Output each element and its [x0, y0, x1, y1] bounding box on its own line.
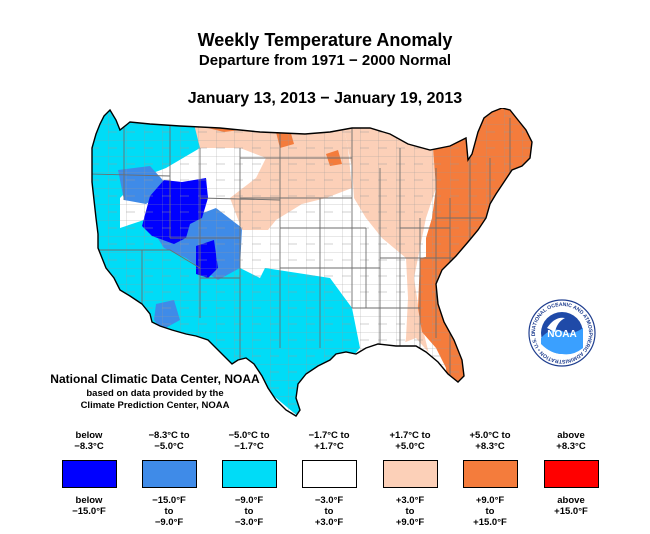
legend-celsius-text: +1.7°C to: [389, 430, 431, 441]
map-title: Weekly Temperature Anomaly: [197, 30, 453, 50]
legend-fahrenheit-range: −3.0°F to +3.0°F: [284, 495, 374, 528]
legend-swatch: [462, 460, 518, 488]
legend-item: below −8.3°C below −15.0°F: [44, 430, 134, 517]
legend-fahrenheit-text: +3.0°F: [395, 495, 425, 506]
legend-item: +5.0°C to +8.3°C +9.0°F to +15.0°F: [445, 430, 535, 528]
legend-celsius-range: −5.0°C to −1.7°C: [204, 430, 294, 456]
legend-celsius-text: −5.0°C: [154, 441, 184, 452]
legend-celsius-text: −5.0°C to: [228, 430, 270, 441]
legend-celsius-text: +1.7°C: [314, 441, 344, 452]
legend-fahrenheit-text: −15.0°F: [72, 506, 106, 517]
legend-celsius-range: above +8.3°C: [526, 430, 616, 456]
legend-fahrenheit-text: −3.0°F: [234, 517, 264, 528]
legend-swatch: [543, 460, 599, 488]
legend-celsius-text: +8.3°C: [475, 441, 505, 452]
legend-fahrenheit-text: +9.0°F: [475, 495, 505, 506]
legend-item: +1.7°C to +5.0°C +3.0°F to +9.0°F: [365, 430, 455, 528]
legend-fahrenheit-text: to: [244, 506, 254, 517]
date-range: January 13, 2013 − January 19, 2013: [187, 90, 463, 107]
legend-item: above +8.3°C above +15.0°F: [526, 430, 616, 517]
legend-fahrenheit-range: +9.0°F to +15.0°F: [445, 495, 535, 528]
legend-celsius-text: above: [557, 430, 585, 441]
legend-celsius-text: +5.0°C to: [469, 430, 511, 441]
credit-line-3: Climate Prediction Center, NOAA: [80, 400, 230, 411]
legend-fahrenheit-text: above: [557, 495, 585, 506]
legend-swatch: [301, 460, 357, 488]
legend-item: −8.3°C to −5.0°C −15.0°F to −9.0°F: [124, 430, 214, 528]
legend-item: −1.7°C to +1.7°C −3.0°F to +3.0°F: [284, 430, 374, 528]
legend-swatch: [61, 460, 117, 488]
legend-fahrenheit-range: below −15.0°F: [44, 495, 134, 517]
legend-fahrenheit-text: −9.0°F: [234, 495, 264, 506]
legend-fahrenheit-text: +3.0°F: [314, 517, 344, 528]
credit-block: National Climatic Data Center, NOAA base…: [40, 372, 270, 411]
legend-fahrenheit-text: −15.0°F: [152, 495, 186, 506]
region-south-carolina-georgia: [454, 288, 484, 320]
us-anomaly-map: [91, 108, 533, 417]
legend-celsius-text: below: [75, 430, 103, 441]
legend-swatch: [382, 460, 438, 488]
legend-fahrenheit-text: to: [485, 506, 495, 517]
legend-swatch: [141, 460, 197, 488]
legend-celsius-range: +5.0°C to +8.3°C: [445, 430, 535, 456]
legend-item: −5.0°C to −1.7°C −9.0°F to −3.0°F: [204, 430, 294, 528]
legend-celsius-text: +8.3°C: [556, 441, 586, 452]
logo-name: NOAA: [547, 329, 576, 340]
legend-fahrenheit-text: +9.0°F: [395, 517, 425, 528]
legend-fahrenheit-text: to: [405, 506, 415, 517]
noaa-logo: NATIONAL OCEANIC AND ATMOSPHERIC ADMINIS…: [527, 298, 596, 367]
legend-fahrenheit-text: to: [164, 506, 174, 517]
legend-celsius-text: −8.3°C to: [148, 430, 190, 441]
legend-fahrenheit-text: −3.0°F: [314, 495, 344, 506]
legend-fahrenheit-text: below: [75, 495, 103, 506]
legend-fahrenheit-range: above +15.0°F: [526, 495, 616, 517]
legend-fahrenheit-text: +15.0°F: [554, 506, 588, 517]
legend-celsius-text: +5.0°C: [395, 441, 425, 452]
legend-fahrenheit-text: −9.0°F: [154, 517, 184, 528]
legend-fahrenheit-text: +15.0°F: [473, 517, 507, 528]
legend-celsius-text: −8.3°C: [74, 441, 104, 452]
map-subtitle: Departure from 1971 − 2000 Normal: [198, 52, 452, 69]
legend-celsius-range: −8.3°C to −5.0°C: [124, 430, 214, 456]
credit-line-1: National Climatic Data Center, NOAA: [50, 372, 260, 386]
legend-celsius-range: +1.7°C to +5.0°C: [365, 430, 455, 456]
credit-line-2: based on data provided by the: [86, 388, 224, 399]
legend-fahrenheit-range: −15.0°F to −9.0°F: [124, 495, 214, 528]
legend-fahrenheit-range: +3.0°F to +9.0°F: [365, 495, 455, 528]
legend-fahrenheit-text: to: [324, 506, 334, 517]
legend-swatch: [221, 460, 277, 488]
legend-celsius-text: −1.7°C: [234, 441, 264, 452]
legend-celsius-range: below −8.3°C: [44, 430, 134, 456]
legend-celsius-text: −1.7°C to: [308, 430, 350, 441]
legend-celsius-range: −1.7°C to +1.7°C: [284, 430, 374, 456]
legend-fahrenheit-range: −9.0°F to −3.0°F: [204, 495, 294, 528]
